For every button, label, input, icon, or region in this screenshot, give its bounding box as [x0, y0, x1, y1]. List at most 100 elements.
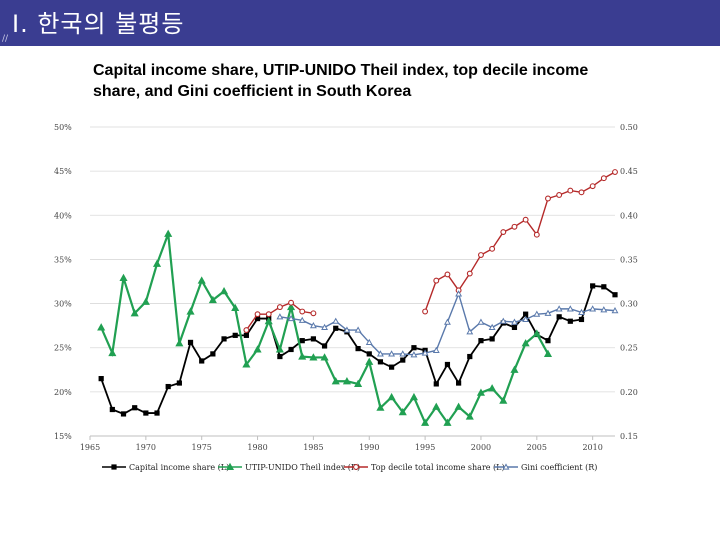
y-left-tick-label: 50%	[54, 123, 72, 132]
data-point	[443, 318, 451, 325]
data-point	[130, 309, 139, 317]
y-left-tick-label: 35%	[54, 255, 72, 264]
data-point	[225, 462, 235, 471]
data-point	[544, 309, 552, 316]
data-point	[421, 349, 429, 356]
data-point	[398, 407, 407, 416]
data-point	[611, 307, 619, 314]
data-point	[366, 351, 372, 357]
y-right-tick-label: 0.30	[620, 300, 638, 309]
data-point	[221, 336, 227, 342]
data-point	[489, 336, 495, 342]
data-point	[265, 311, 272, 318]
data-point	[555, 305, 563, 312]
y-left-tick-label: 25%	[54, 344, 72, 353]
data-point	[208, 295, 217, 304]
data-point	[566, 305, 574, 312]
data-point	[523, 311, 529, 317]
y-right-tick-label: 0.20	[620, 388, 638, 397]
data-point	[422, 308, 429, 315]
data-point	[376, 403, 385, 411]
data-point	[545, 195, 551, 202]
data-point	[589, 183, 596, 190]
data-point	[589, 305, 597, 312]
data-point	[276, 304, 283, 311]
header-title: Ⅰ. 한국의 불평등	[12, 10, 185, 38]
data-point	[365, 338, 373, 345]
legend-label: Capital income share (L)	[129, 463, 229, 472]
data-point	[310, 336, 317, 342]
data-point	[365, 357, 374, 365]
data-point	[321, 323, 329, 330]
data-point	[600, 175, 607, 182]
data-point	[141, 297, 150, 305]
data-point	[478, 252, 484, 258]
data-point	[477, 318, 485, 325]
legend-item: UTIP-UNIDO Theil index (R)	[218, 462, 360, 472]
data-point	[165, 383, 171, 390]
data-point	[287, 314, 295, 322]
data-point	[120, 411, 127, 417]
data-point	[522, 315, 530, 323]
data-point	[276, 313, 284, 320]
data-point	[186, 307, 195, 315]
data-point	[320, 353, 329, 361]
data-point	[443, 418, 452, 426]
data-point	[164, 229, 173, 237]
data-point	[387, 392, 396, 401]
data-point	[109, 406, 115, 413]
y-left-tick-label: 30%	[54, 300, 72, 309]
data-point	[400, 357, 406, 363]
data-point	[108, 348, 117, 357]
data-point	[455, 290, 463, 297]
header-mark: //	[2, 34, 9, 44]
data-point	[232, 332, 238, 338]
data-point	[411, 345, 417, 351]
data-point	[543, 349, 553, 357]
data-point	[521, 339, 530, 347]
data-point	[399, 350, 407, 357]
data-point	[355, 345, 361, 352]
data-point	[277, 353, 283, 360]
data-point	[590, 283, 596, 289]
data-point	[353, 464, 359, 470]
data-point	[199, 358, 205, 364]
data-point	[466, 328, 474, 335]
data-point	[556, 314, 562, 320]
data-point	[243, 327, 250, 334]
x-tick-label: 1985	[303, 443, 323, 452]
data-point	[410, 351, 418, 358]
legend-item: Capital income share (L)	[102, 463, 229, 472]
data-point	[500, 229, 507, 236]
data-point	[476, 388, 486, 396]
legend-item: Top decile total income share (L)	[344, 463, 505, 472]
data-point	[578, 316, 585, 323]
data-point	[197, 276, 206, 284]
data-point	[545, 338, 551, 344]
data-point	[111, 464, 117, 470]
data-point	[532, 329, 541, 337]
data-point	[152, 259, 162, 267]
legend-label: Top decile total income share (L)	[371, 463, 505, 472]
data-point	[499, 317, 507, 324]
data-point	[154, 410, 160, 416]
x-tick-label: 1975	[192, 443, 212, 452]
data-point	[243, 332, 249, 338]
data-point	[533, 310, 541, 317]
data-point	[354, 326, 362, 333]
data-point	[231, 303, 240, 312]
data-point	[333, 325, 339, 331]
data-point	[119, 273, 128, 282]
data-point	[309, 322, 317, 329]
data-point	[444, 271, 451, 278]
data-point	[143, 410, 149, 416]
data-point	[421, 418, 430, 426]
x-tick-label: 1965	[80, 443, 100, 452]
data-point	[465, 412, 474, 420]
data-point	[354, 379, 363, 387]
x-tick-label: 1980	[247, 443, 267, 452]
data-point	[488, 323, 496, 330]
y-left-tick-label: 45%	[54, 167, 72, 176]
x-tick-label: 2010	[582, 443, 602, 452]
y-right-tick-label: 0.25	[620, 344, 638, 353]
